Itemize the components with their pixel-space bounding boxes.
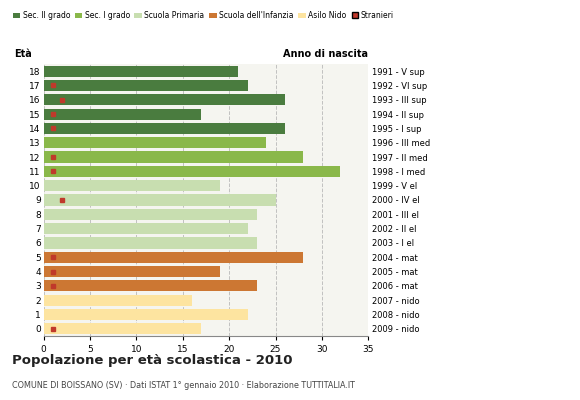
Bar	[44, 137, 266, 148]
Text: Anno di nascita: Anno di nascita	[283, 48, 368, 58]
Bar	[44, 209, 257, 220]
Text: COMUNE DI BOISSANO (SV) · Dati ISTAT 1° gennaio 2010 · Elaborazione TUTTITALIA.I: COMUNE DI BOISSANO (SV) · Dati ISTAT 1° …	[12, 381, 354, 390]
Bar	[44, 123, 285, 134]
Bar	[44, 266, 220, 277]
Bar	[44, 108, 201, 120]
Bar	[44, 94, 285, 105]
Bar	[44, 309, 248, 320]
Bar	[44, 180, 220, 191]
Bar	[44, 80, 248, 91]
Bar	[44, 66, 238, 77]
Bar	[44, 166, 340, 177]
Text: Popolazione per età scolastica - 2010: Popolazione per età scolastica - 2010	[12, 354, 292, 367]
Bar	[44, 280, 257, 292]
Bar	[44, 252, 303, 263]
Bar	[44, 194, 276, 206]
Legend: Sec. II grado, Sec. I grado, Scuola Primaria, Scuola dell'Infanzia, Asilo Nido, : Sec. II grado, Sec. I grado, Scuola Prim…	[10, 8, 397, 23]
Bar	[44, 323, 201, 334]
Bar	[44, 223, 248, 234]
Bar	[44, 237, 257, 248]
Bar	[44, 152, 303, 163]
Text: Età: Età	[14, 48, 32, 58]
Bar	[44, 295, 192, 306]
